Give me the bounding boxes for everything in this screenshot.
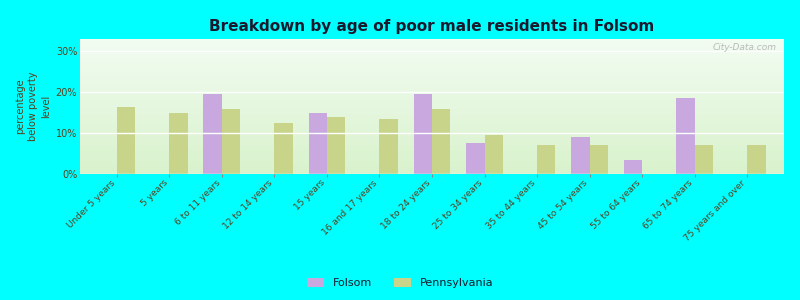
Text: City-Data.com: City-Data.com [713, 43, 777, 52]
Bar [203, 94, 222, 174]
Title: Breakdown by age of poor male residents in Folsom: Breakdown by age of poor male residents … [210, 19, 654, 34]
Bar [117, 106, 135, 174]
Bar [222, 109, 240, 174]
Bar [170, 112, 188, 174]
Bar [466, 143, 485, 174]
Bar [624, 160, 642, 174]
Bar [327, 117, 346, 174]
Bar [485, 135, 503, 174]
Bar [537, 146, 555, 174]
Legend: Folsom, Pennsylvania: Folsom, Pennsylvania [303, 274, 497, 291]
Bar [274, 123, 293, 174]
Bar [379, 119, 398, 174]
Bar [309, 112, 327, 174]
Bar [590, 146, 608, 174]
Bar [414, 94, 432, 174]
Y-axis label: percentage
below poverty
level: percentage below poverty level [15, 72, 51, 141]
Bar [676, 98, 694, 174]
Bar [747, 146, 766, 174]
Bar [694, 146, 713, 174]
Bar [571, 137, 590, 174]
Bar [432, 109, 450, 174]
